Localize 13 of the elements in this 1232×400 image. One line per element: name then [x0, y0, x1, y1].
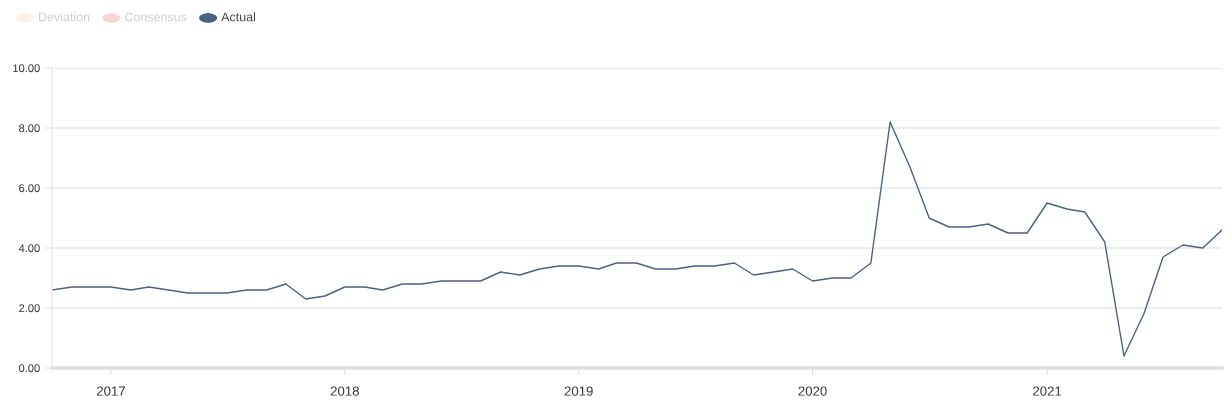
- x-tick-label: 2021: [1033, 386, 1062, 396]
- legend-label: Actual: [221, 12, 256, 22]
- y-tick-label: 4.00: [18, 244, 40, 253]
- x-tick-label: 2017: [96, 386, 125, 396]
- y-tick-label: 10.00: [13, 64, 40, 73]
- x-tick-label: 2018: [330, 386, 359, 396]
- y-tick-label: 6.00: [19, 184, 40, 193]
- y-tick-label: 8.00: [19, 124, 40, 133]
- y-tick-label: 0.00: [19, 364, 40, 373]
- x-tick-label: 2019: [564, 386, 593, 396]
- y-tick-label: 2.00: [19, 304, 40, 313]
- x-tick-label: 2020: [798, 386, 827, 396]
- line-series: [52, 121, 1222, 357]
